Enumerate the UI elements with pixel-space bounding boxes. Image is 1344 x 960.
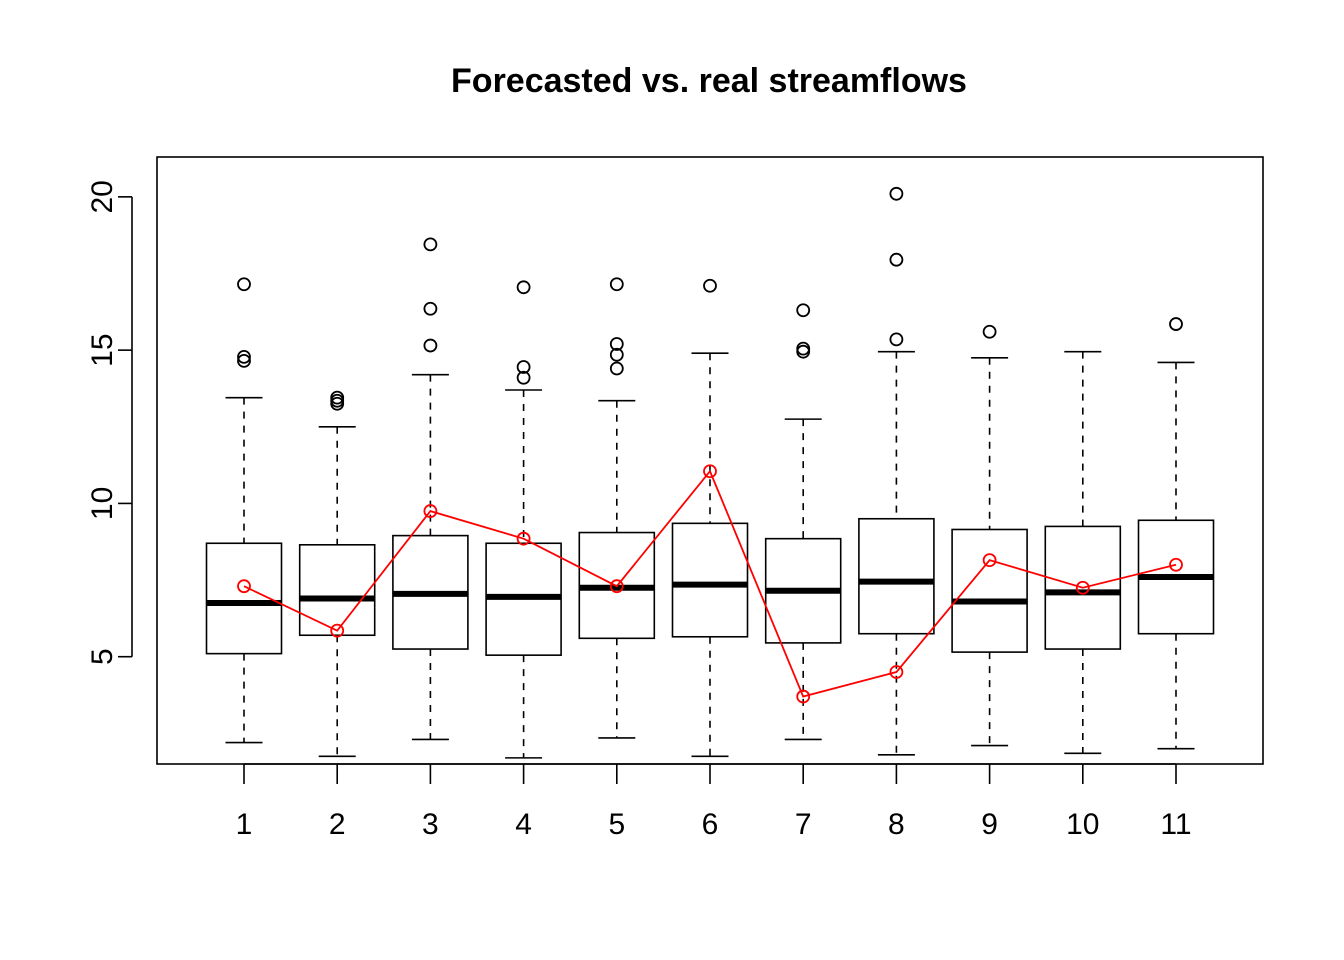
forecast-line <box>243 469 1177 698</box>
x-tick-label-7: 7 <box>795 808 812 841</box>
y-tick-label-10: 10 <box>86 487 119 520</box>
forecast-point-7 <box>796 689 811 704</box>
x-tick-label-4: 4 <box>515 808 532 841</box>
iqr-box <box>858 517 935 635</box>
x-axis: 1 2 3 4 5 6 7 8 9 10 11 <box>236 763 1192 841</box>
box-2 <box>298 390 376 758</box>
box-8 <box>858 186 935 756</box>
forecast-point-11 <box>1169 557 1183 572</box>
x-tick-label-8: 8 <box>888 808 905 841</box>
outlier-point <box>516 370 531 385</box>
outlier-point <box>423 237 438 252</box>
x-tick-label-11: 11 <box>1160 808 1191 841</box>
y-tick-label-15: 15 <box>86 333 119 366</box>
x-tick-label-6: 6 <box>702 808 719 841</box>
outlier-point <box>982 324 997 339</box>
outlier-point <box>609 347 624 362</box>
outlier-point <box>516 360 531 374</box>
x-tick-label-5: 5 <box>608 808 625 841</box>
forecast-point-5 <box>609 579 624 594</box>
forecast-point-6 <box>703 464 717 479</box>
iqr-box <box>671 522 749 638</box>
outlier-point <box>609 337 624 351</box>
forecast-point-8 <box>889 665 904 679</box>
forecast-point-9 <box>982 553 997 568</box>
box-1 <box>205 277 283 744</box>
x-tick-label-10: 10 <box>1066 808 1099 841</box>
forecast-point-3 <box>423 504 438 518</box>
box-7 <box>764 303 842 741</box>
outlier-point <box>609 361 624 376</box>
outlier-point <box>516 280 531 295</box>
box-11 <box>1137 317 1215 750</box>
box-4 <box>485 280 562 759</box>
outlier-point <box>423 301 438 316</box>
outlier-point <box>796 303 811 318</box>
y-axis: 5 10 15 20 <box>86 180 133 665</box>
forecast-point-4 <box>516 531 531 546</box>
box-6 <box>671 278 749 758</box>
outlier-point <box>889 332 904 347</box>
forecast-point-1 <box>237 579 251 594</box>
x-tick-label-9: 9 <box>981 808 998 841</box>
outlier-point <box>889 252 904 267</box>
outlier-point <box>889 186 904 201</box>
outlier-point <box>703 278 717 293</box>
x-tick-label-1: 1 <box>236 808 253 841</box>
outlier-point <box>609 277 624 292</box>
plot-frame <box>156 156 1264 765</box>
box-10 <box>1044 350 1122 755</box>
box-5 <box>578 277 656 739</box>
outlier-point <box>330 390 345 405</box>
y-tick-label-20: 20 <box>86 180 119 213</box>
box-9 <box>951 324 1028 747</box>
chart-title: Forecasted vs. real streamflows <box>451 62 967 100</box>
iqr-box <box>298 544 376 637</box>
outlier-point <box>237 349 251 364</box>
forecast-series <box>237 464 1183 704</box>
forecast-point-10 <box>1075 580 1090 595</box>
forecast-point-2 <box>330 623 345 638</box>
outlier-point <box>423 338 438 353</box>
box-3 <box>392 237 469 741</box>
x-tick-label-3: 3 <box>422 808 439 841</box>
outlier-point <box>1169 317 1183 331</box>
outlier-point <box>237 277 251 292</box>
outlier-point <box>237 353 251 368</box>
x-tick-label-2: 2 <box>329 808 346 841</box>
y-tick-label-5: 5 <box>86 648 119 665</box>
outlier-point <box>796 341 811 356</box>
